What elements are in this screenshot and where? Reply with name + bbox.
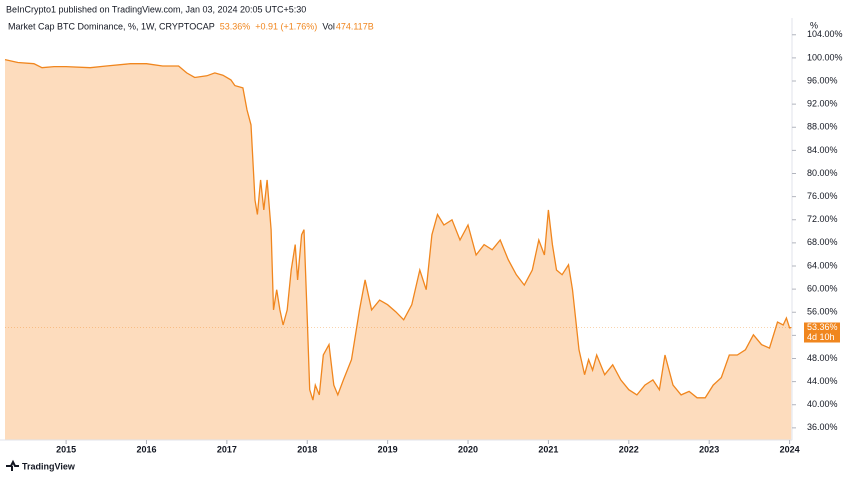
x-tick-label: 2018 xyxy=(297,444,317,454)
y-tick-label: 104.00% xyxy=(807,29,843,39)
y-tick-label: 36.00% xyxy=(807,422,838,432)
x-tick-label: 2024 xyxy=(780,444,800,454)
y-tick-label: 72.00% xyxy=(807,214,838,224)
x-tick-label: 2019 xyxy=(378,444,398,454)
y-tick-label: 84.00% xyxy=(807,145,838,155)
x-tick-label: 2023 xyxy=(699,444,719,454)
y-tick-label: 96.00% xyxy=(807,75,838,85)
legend-vol-label: Vol xyxy=(322,21,335,31)
price-label: 53.36% xyxy=(807,322,838,332)
logo xyxy=(6,459,19,471)
legend-last: 53.36% xyxy=(220,21,251,31)
footer-brand: TradingView xyxy=(22,461,76,471)
price-box xyxy=(804,322,840,343)
unit-label: % xyxy=(810,20,818,30)
y-tick-label: 68.00% xyxy=(807,237,838,247)
y-tick-label: 76.00% xyxy=(807,191,838,201)
y-tick-label: 60.00% xyxy=(807,283,838,293)
y-tick-label: 92.00% xyxy=(807,99,838,109)
legend-symbol: Market Cap BTC Dominance, %, 1W, CRYPTOC… xyxy=(8,21,215,31)
y-tick-label: 80.00% xyxy=(807,168,838,178)
price-line xyxy=(4,58,792,401)
x-tick-label: 2017 xyxy=(217,444,237,454)
x-tick-label: 2016 xyxy=(136,444,156,454)
publisher: BeInCrypto1 published on TradingView.com… xyxy=(6,4,306,14)
y-tick-label: 40.00% xyxy=(807,399,838,409)
x-tick-label: 2021 xyxy=(538,444,558,454)
countdown: 4d 10h xyxy=(807,332,835,342)
x-tick-label: 2020 xyxy=(458,444,478,454)
y-tick-label: 88.00% xyxy=(807,122,838,132)
area-fill xyxy=(5,59,792,440)
legend-vol: 474.117B xyxy=(336,21,374,31)
x-tick-label: 2015 xyxy=(56,444,76,454)
x-tick-label: 2022 xyxy=(619,444,639,454)
legend-change: +0.91 (+1.76%) xyxy=(255,21,317,31)
y-tick-label: 48.00% xyxy=(807,353,838,363)
y-tick-label: 64.00% xyxy=(807,260,838,270)
y-tick-label: 56.00% xyxy=(807,307,838,317)
y-tick-label: 100.00% xyxy=(807,52,843,62)
y-tick-label: 44.00% xyxy=(807,376,838,386)
